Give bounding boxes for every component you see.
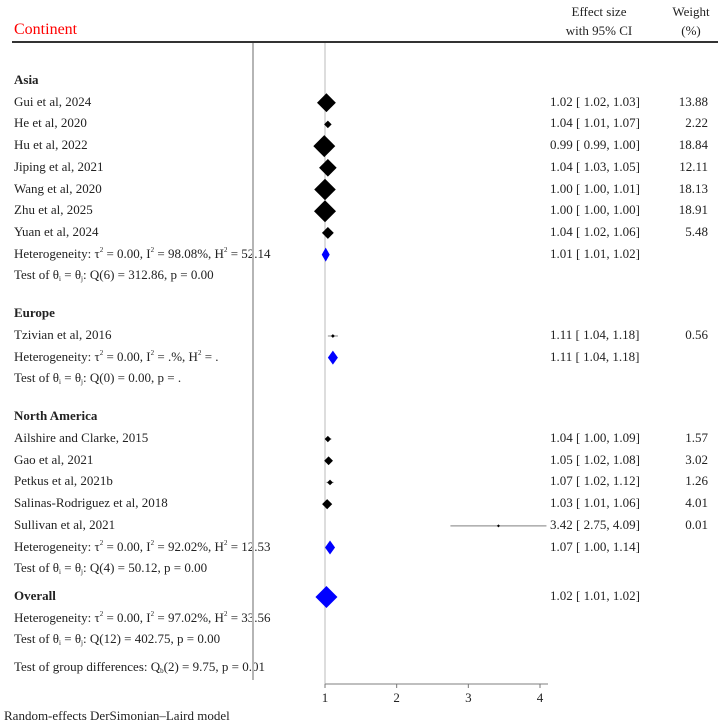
study-label: Sullivan et al, 2021: [14, 516, 116, 532]
study-label: Gui et al, 2024: [14, 93, 92, 109]
study-effect-ci: 0.99 [ 0.99, 1.00]: [550, 137, 640, 153]
study-effect-ci: 1.04 [ 1.01, 1.07]: [550, 115, 640, 131]
study-marker: [314, 178, 336, 201]
study-weight: 1.57: [685, 430, 708, 446]
study-label: Gao et al, 2021: [14, 451, 94, 467]
study-weight: 3.02: [685, 451, 708, 467]
x-tick-label: 3: [465, 690, 472, 705]
study-label: Salinas-Rodriguez et al, 2018: [14, 495, 168, 511]
group-label: Asia: [14, 72, 39, 87]
study-weight: 0.56: [685, 326, 708, 342]
x-tick-label: 4: [537, 690, 544, 705]
group-label: Europe: [14, 305, 55, 321]
study-label: Hu et al, 2022: [14, 137, 88, 153]
study-effect-ci: 3.42 [ 2.75, 4.09]: [550, 516, 640, 532]
group-effect-ci: 1.07 [ 1.00, 1.14]: [550, 538, 640, 554]
study-label: Yuan et al, 2024: [14, 223, 99, 239]
group-heterogeneity: Heterogeneity: τ2 = 0.00, I2 = 92.02%, H…: [14, 538, 271, 554]
column-title: Continent: [14, 21, 78, 38]
weight-header-line1: Weight: [672, 4, 710, 19]
weight-header-line2: (%): [681, 23, 701, 38]
study-effect-ci: 1.04 [ 1.00, 1.09]: [550, 430, 640, 446]
group-effect-ci: 1.11 [ 1.04, 1.18]: [550, 348, 640, 364]
group-differences-test: Test of group differences: Qb(2) = 9.75,…: [14, 658, 265, 675]
group-effect-ci: 1.01 [ 1.01, 1.02]: [550, 245, 640, 261]
group-summary-diamond: [325, 540, 336, 555]
study-label: Ailshire and Clarke, 2015: [14, 430, 149, 446]
study-weight: 13.88: [678, 93, 708, 109]
study-weight: 18.91: [678, 202, 708, 218]
effect-size-header-line1: Effect size: [571, 4, 627, 19]
model-note: Random-effects DerSimonian–Laird model: [4, 708, 230, 723]
header-rule: [12, 41, 718, 43]
overall-summary-diamond: [315, 586, 338, 608]
study-marker: [321, 226, 334, 239]
study-marker: [319, 158, 337, 177]
overall-homogeneity-test: Test of θi = θj: Q(12) = 402.75, p = 0.0…: [14, 631, 221, 648]
study-effect-ci: 1.00 [ 1.00, 1.01]: [550, 180, 640, 196]
group-summary-diamond: [327, 350, 338, 365]
study-marker: [330, 334, 335, 338]
study-effect-ci: 1.04 [ 1.03, 1.05]: [550, 158, 640, 174]
study-marker: [324, 456, 333, 466]
group-label: North America: [14, 408, 98, 424]
effect-size-header-line2: with 95% CI: [565, 23, 633, 38]
study-marker: [496, 524, 500, 528]
study-effect-ci: 1.04 [ 1.02, 1.06]: [550, 223, 640, 239]
x-tick-label: 2: [393, 690, 400, 705]
study-label: Petkus et al, 2021b: [14, 473, 113, 489]
study-weight: 18.84: [678, 137, 708, 153]
study-weight: 1.26: [685, 473, 708, 489]
study-weight: 12.11: [679, 158, 708, 174]
study-marker: [322, 499, 333, 510]
study-effect-ci: 1.05 [ 1.02, 1.08]: [550, 451, 640, 467]
group-homogeneity-test: Test of θi = θj: Q(6) = 312.86, p = 0.00: [14, 267, 214, 284]
study-label: Jiping et al, 2021: [14, 158, 104, 174]
study-effect-ci: 1.03 [ 1.01, 1.06]: [550, 495, 640, 511]
study-weight: 18.13: [678, 180, 708, 196]
study-weight: 0.01: [685, 516, 708, 532]
group-heterogeneity: Heterogeneity: τ2 = 0.00, I2 = .%, H2 = …: [14, 348, 219, 364]
overall-label: Overall: [14, 588, 56, 603]
study-marker: [314, 200, 336, 223]
group-heterogeneity: Heterogeneity: τ2 = 0.00, I2 = 98.08%, H…: [14, 245, 271, 261]
study-label: Tzivian et al, 2016: [14, 326, 112, 342]
study-marker: [317, 93, 336, 113]
study-label: Zhu et al, 2025: [14, 202, 93, 218]
study-effect-ci: 1.02 [ 1.02, 1.03]: [550, 93, 640, 109]
study-marker: [327, 479, 333, 486]
study-marker: [324, 435, 332, 443]
study-weight: 2.22: [685, 115, 708, 131]
study-weight: 4.01: [685, 495, 708, 511]
group-homogeneity-test: Test of θi = θj: Q(4) = 50.12, p = 0.00: [14, 560, 208, 577]
study-weight: 5.48: [685, 223, 708, 239]
overall-heterogeneity: Heterogeneity: τ2 = 0.00, I2 = 97.02%, H…: [14, 609, 271, 625]
study-label: He et al, 2020: [14, 115, 87, 131]
study-marker: [324, 120, 332, 129]
group-summary-diamond: [321, 247, 330, 262]
x-tick-label: 1: [322, 690, 329, 705]
study-effect-ci: 1.07 [ 1.02, 1.12]: [550, 473, 640, 489]
overall-effect-ci: 1.02 [ 1.01, 1.02]: [550, 588, 640, 603]
study-effect-ci: 1.11 [ 1.04, 1.18]: [550, 326, 640, 342]
study-effect-ci: 1.00 [ 1.00, 1.00]: [550, 202, 640, 218]
group-homogeneity-test: Test of θi = θj: Q(0) = 0.00, p = .: [14, 370, 182, 387]
study-marker: [313, 135, 336, 158]
study-label: Wang et al, 2020: [14, 180, 102, 196]
